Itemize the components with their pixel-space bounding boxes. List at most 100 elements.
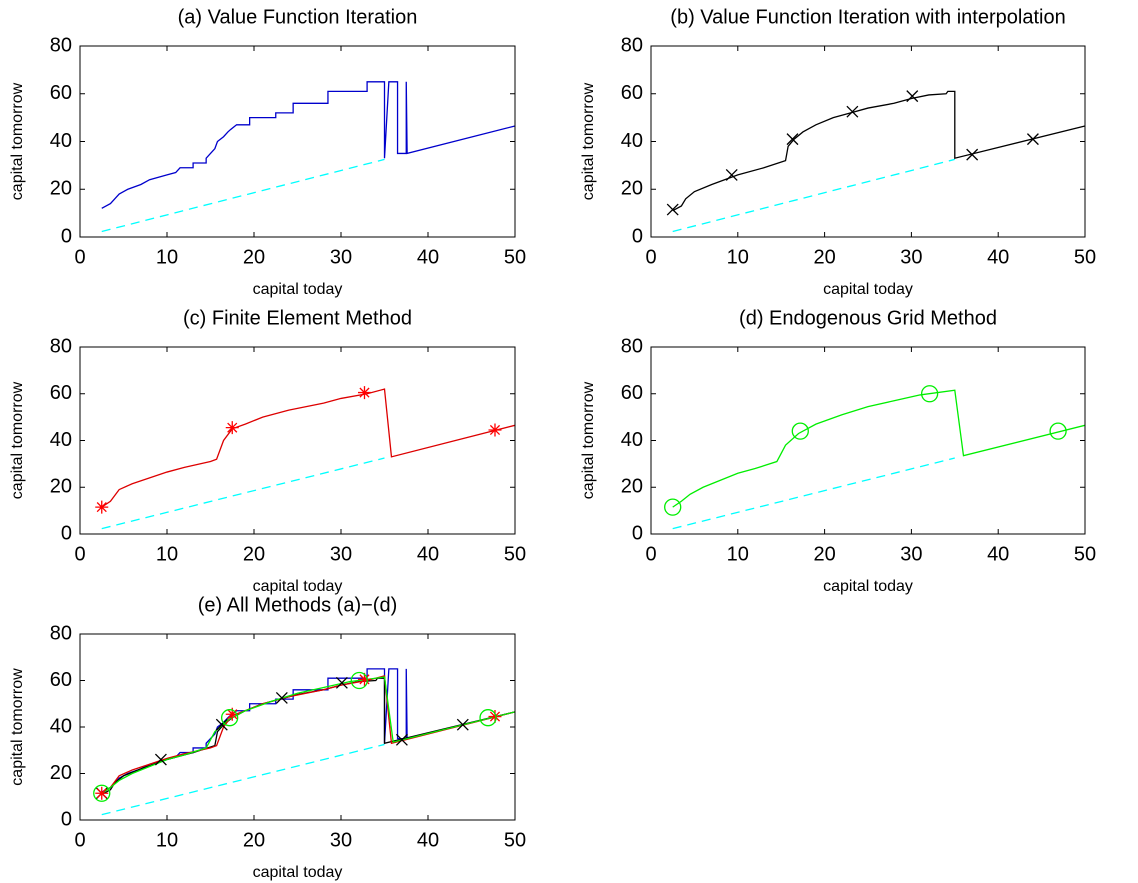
y-axis-label: capital tomorrow — [9, 668, 26, 786]
x-axis-label: capital today — [823, 281, 913, 298]
marker — [154, 753, 167, 766]
line-series — [101, 81, 515, 209]
y-axis-label: capital tomorrow — [580, 82, 597, 200]
x-axis-label: capital today — [253, 281, 343, 298]
line-series — [101, 677, 515, 795]
y-tick-label: 60 — [50, 82, 72, 104]
x-tick-label: 50 — [504, 829, 526, 851]
y-axis-label: capital tomorrow — [9, 82, 26, 200]
x-tick-label: 40 — [417, 829, 439, 851]
y-tick-label: 0 — [632, 225, 643, 247]
marker — [95, 786, 109, 800]
y-tick-label: 20 — [621, 178, 643, 200]
marker — [215, 718, 228, 731]
y-tick-label: 40 — [50, 715, 72, 737]
line-series — [672, 457, 955, 530]
chart-title: (e) All Methods (a)−(d) — [198, 594, 398, 616]
y-axis-label: capital tomorrow — [9, 381, 26, 499]
y-tick-label: 20 — [50, 476, 72, 498]
x-tick-label: 10 — [156, 246, 178, 268]
marker — [846, 105, 859, 118]
x-tick-label: 30 — [900, 543, 922, 565]
marker — [920, 385, 939, 403]
y-tick-label: 60 — [50, 669, 72, 691]
line-series — [672, 158, 955, 233]
marker — [456, 718, 469, 731]
x-tick-label: 50 — [504, 246, 526, 268]
y-tick-label: 60 — [621, 82, 643, 104]
x-axis-label: capital today — [253, 578, 343, 595]
line-series — [101, 158, 385, 233]
x-tick-label: 50 — [1074, 543, 1096, 565]
x-axis-label: capital today — [253, 864, 343, 881]
x-tick-label: 30 — [330, 246, 352, 268]
axes-frame — [650, 346, 1086, 535]
x-tick-label: 20 — [813, 543, 835, 565]
line-series — [101, 743, 385, 816]
chart-title: (d) Endogenous Grid Method — [739, 307, 997, 329]
marker — [220, 709, 239, 727]
chart-title: (a) Value Function Iteration — [178, 6, 418, 28]
marker — [1026, 133, 1039, 146]
y-tick-label: 80 — [621, 335, 643, 357]
x-tick-label: 0 — [645, 246, 656, 268]
x-tick-label: 10 — [156, 543, 178, 565]
y-tick-label: 0 — [61, 808, 72, 830]
x-tick-label: 20 — [243, 829, 265, 851]
y-tick-label: 40 — [621, 130, 643, 152]
line-series — [101, 675, 515, 794]
x-tick-label: 10 — [727, 246, 749, 268]
subplot: (d) Endogenous Grid Method capital today c… — [580, 307, 1096, 595]
x-tick-label: 20 — [813, 246, 835, 268]
marker — [350, 671, 368, 690]
line-series — [101, 668, 515, 793]
marker — [666, 203, 679, 216]
line-series — [672, 90, 1085, 212]
marker — [1049, 422, 1067, 440]
y-tick-label: 0 — [632, 522, 643, 544]
plot-area — [666, 90, 1085, 233]
marker — [93, 784, 111, 802]
axes-frame — [79, 346, 516, 535]
x-tick-label: 40 — [417, 246, 439, 268]
marker — [664, 498, 682, 516]
marker — [479, 709, 497, 727]
y-tick-label: 0 — [61, 522, 72, 544]
marker — [395, 733, 408, 746]
x-axis-label: capital today — [823, 578, 913, 595]
x-tick-label: 30 — [330, 829, 352, 851]
chart-title: (c) Finite Element Method — [183, 307, 412, 329]
subplot: (c) Finite Element Method capital today ca… — [9, 307, 526, 595]
x-tick-label: 0 — [74, 543, 85, 565]
subplot: (e) All Methods (a)−(d) capital today capi… — [9, 594, 526, 881]
y-tick-label: 20 — [50, 762, 72, 784]
y-axis-label: capital tomorrow — [580, 381, 597, 499]
y-tick-label: 20 — [50, 178, 72, 200]
x-tick-label: 30 — [900, 246, 922, 268]
y-tick-label: 80 — [50, 335, 72, 357]
subplot: (a) Value Function Iteration capital toda… — [9, 6, 526, 298]
subplot: (b) Value Function Iteration with interp… — [580, 6, 1096, 298]
marker — [225, 707, 239, 721]
y-tick-label: 40 — [50, 429, 72, 451]
plot-area — [101, 81, 515, 233]
marker — [791, 422, 809, 440]
y-tick-label: 20 — [621, 476, 643, 498]
axes-frame — [79, 45, 516, 238]
x-tick-label: 10 — [727, 543, 749, 565]
x-tick-label: 40 — [417, 543, 439, 565]
plot-area — [664, 385, 1085, 530]
x-tick-label: 10 — [156, 829, 178, 851]
y-tick-label: 40 — [621, 429, 643, 451]
x-tick-label: 0 — [645, 543, 656, 565]
line-series — [101, 676, 515, 794]
x-tick-label: 40 — [987, 246, 1009, 268]
marker — [357, 672, 371, 686]
y-tick-label: 80 — [621, 34, 643, 56]
marker — [95, 500, 109, 514]
marker — [225, 421, 239, 435]
x-tick-label: 50 — [504, 543, 526, 565]
line-series — [101, 388, 515, 508]
chart-title: (b) Value Function Iteration with interp… — [670, 6, 1065, 28]
x-tick-label: 0 — [74, 246, 85, 268]
